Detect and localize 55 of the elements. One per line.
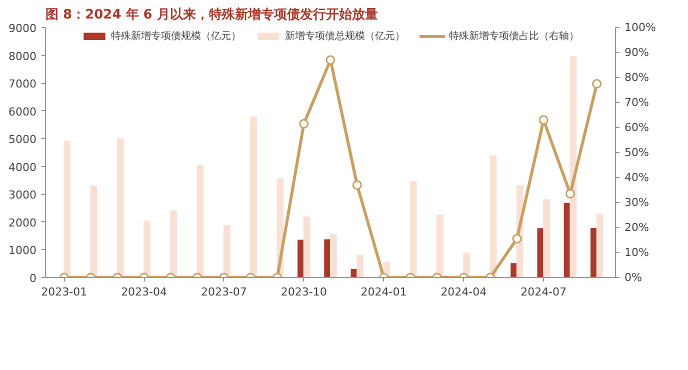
bar bbox=[116, 138, 124, 278]
bar bbox=[410, 181, 417, 278]
chart-title: 图 8：2024 年 6 月以来，特殊新增专项债发行开始放量 bbox=[46, 6, 378, 22]
y2-tick-label: 0% bbox=[624, 271, 642, 284]
point bbox=[565, 189, 575, 198]
x-tick-label: 2024-04 bbox=[440, 286, 487, 298]
y-tick-label: 8000 bbox=[8, 50, 37, 63]
bar bbox=[330, 234, 337, 278]
point bbox=[592, 79, 602, 88]
y2-tick-label: 90% bbox=[624, 46, 649, 59]
y-tick-label: 3000 bbox=[8, 188, 37, 202]
y2-tick-label: 80% bbox=[624, 71, 649, 84]
bar bbox=[170, 210, 178, 278]
bar bbox=[250, 116, 257, 278]
bar bbox=[90, 185, 98, 278]
y2-tick-label: 100% bbox=[624, 21, 656, 34]
y2-tick-label: 60% bbox=[624, 121, 649, 134]
y-tick-label: 6000 bbox=[8, 105, 37, 118]
x-tick-label: 2023-01 bbox=[41, 286, 88, 298]
x-tick-label: 2023-04 bbox=[121, 286, 168, 298]
point bbox=[299, 119, 309, 128]
y2-tick-label: 20% bbox=[624, 221, 649, 234]
bar bbox=[436, 214, 444, 278]
x-tick-label: 2023-07 bbox=[200, 286, 247, 298]
y2-tick-label: 70% bbox=[624, 96, 649, 109]
y-tick-label: 7000 bbox=[8, 78, 37, 91]
bar bbox=[303, 216, 310, 278]
bar bbox=[543, 199, 550, 278]
x-tick-label: 2024-01 bbox=[360, 286, 407, 298]
bar bbox=[223, 225, 230, 278]
legend-label: 新增专项债总规模（亿元） bbox=[285, 30, 405, 43]
y-tick-label: 5000 bbox=[8, 133, 37, 146]
bar bbox=[196, 165, 204, 278]
bar bbox=[570, 56, 577, 278]
y2-tick-label: 40% bbox=[624, 171, 649, 184]
y-tick-label: 4000 bbox=[8, 160, 37, 174]
bar bbox=[144, 220, 150, 278]
x-tick-label: 2023-10 bbox=[280, 286, 327, 298]
y-tick-label: 1000 bbox=[8, 244, 37, 258]
point bbox=[538, 115, 548, 125]
y2-tick-label: 10% bbox=[624, 246, 649, 259]
bar bbox=[596, 214, 604, 278]
x-tick-label: 2024-07 bbox=[520, 286, 567, 298]
point bbox=[326, 55, 336, 65]
legend-label: 特殊新增专项债占比（右轴） bbox=[449, 30, 579, 43]
y-tick-label: 9000 bbox=[8, 22, 37, 35]
point bbox=[352, 180, 362, 190]
y-tick-label: 0 bbox=[30, 272, 36, 285]
y2-tick-label: 30% bbox=[624, 196, 649, 209]
y-tick-label: 2000 bbox=[8, 216, 37, 230]
bar bbox=[356, 254, 364, 278]
bar bbox=[490, 155, 497, 278]
y2-tick-label: 50% bbox=[624, 146, 649, 159]
legend-label: 特殊新增专项债规模（亿元） bbox=[111, 30, 241, 43]
bar bbox=[64, 140, 71, 278]
